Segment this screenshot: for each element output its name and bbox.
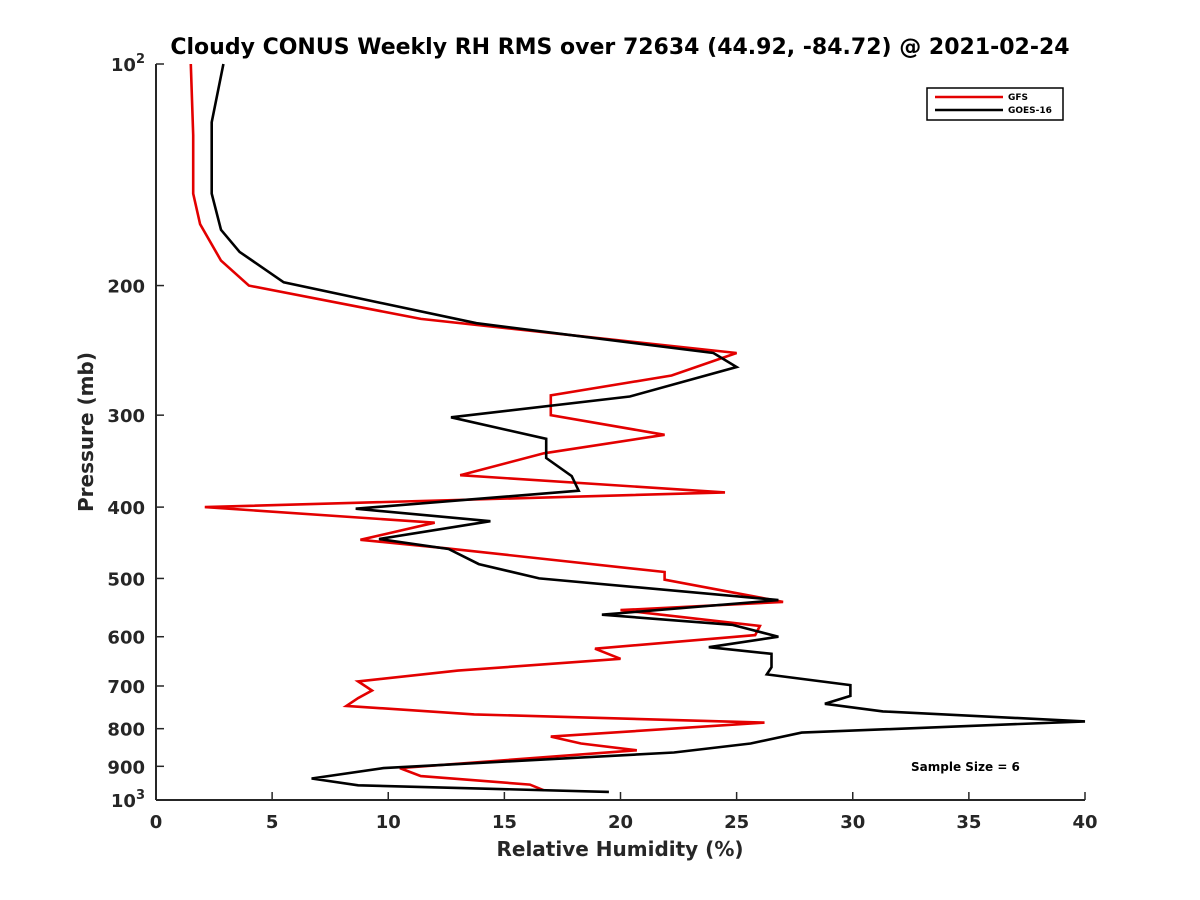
- y-axis-ticks: 102 200 300 400 500 600 700 800 900 103: [107, 52, 164, 812]
- x-tick-label: 5: [266, 812, 279, 833]
- y-tick-label: 300: [107, 406, 145, 427]
- series-line-goes16: [210, 63, 1086, 794]
- y-tick-label: 800: [107, 720, 145, 741]
- legend-label-gfs: GFS: [1008, 93, 1028, 103]
- y-tick-label: 200: [107, 277, 145, 298]
- y-axis-label: Pressure (mb): [74, 352, 98, 512]
- x-axis-ticks: 0 5 10 15 20 25 30 35 40: [150, 792, 1098, 833]
- chart-title: Cloudy CONUS Weekly RH RMS over 72634 (4…: [170, 35, 1069, 60]
- x-tick-label: 35: [956, 812, 981, 833]
- y-tick-label: 102: [111, 52, 145, 76]
- y-tick-label: 900: [107, 757, 145, 778]
- legend-label-goes16: GOES-16: [1008, 106, 1052, 116]
- legend: GFS GOES-16: [926, 87, 1064, 121]
- x-tick-label: 30: [840, 812, 865, 833]
- x-tick-label: 0: [150, 812, 163, 833]
- y-tick-label: 500: [107, 569, 145, 590]
- x-axis-label: Relative Humidity (%): [496, 837, 743, 861]
- y-tick-label: 103: [111, 788, 145, 812]
- legend-box: [926, 87, 1064, 121]
- x-tick-label: 15: [492, 812, 517, 833]
- plot-lines: [189, 63, 1086, 794]
- y-tick-label: 600: [107, 628, 145, 649]
- sample-size-annotation: Sample Size = 6: [911, 760, 1020, 774]
- x-tick-label: 40: [1072, 812, 1097, 833]
- y-tick-label: 400: [107, 498, 145, 519]
- x-tick-label: 25: [724, 812, 749, 833]
- x-tick-label: 20: [608, 812, 633, 833]
- y-tick-label: 700: [107, 677, 145, 698]
- x-tick-label: 10: [376, 812, 401, 833]
